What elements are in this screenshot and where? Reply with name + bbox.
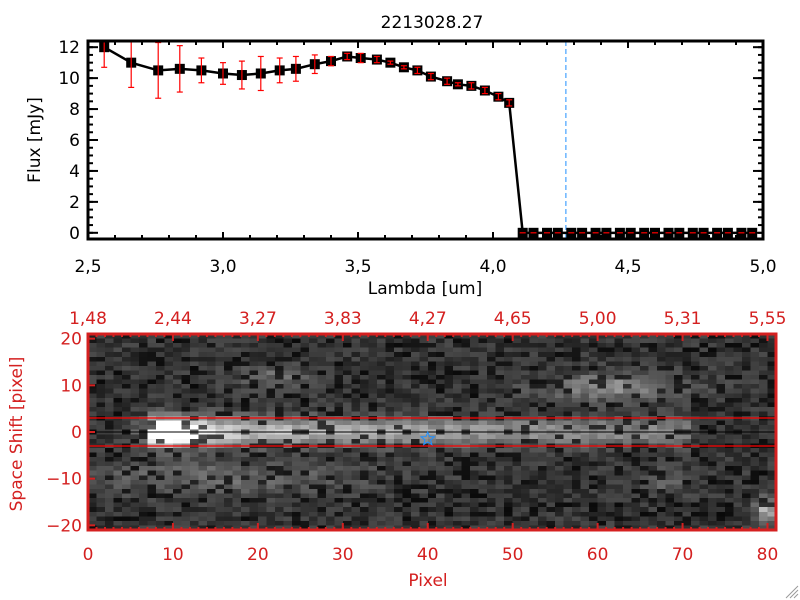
top-x-tick-label: 3,83 bbox=[324, 309, 362, 329]
x-axis-label: Lambda [um] bbox=[368, 279, 482, 299]
x-tick-label: 40 bbox=[417, 545, 439, 565]
chart-title: 2213028.27 bbox=[381, 13, 484, 33]
x-tick-label: 3,0 bbox=[209, 257, 236, 277]
top-x-tick-label: 4,27 bbox=[409, 309, 447, 329]
top-x-tick-label: 5,00 bbox=[579, 309, 617, 329]
x-tick-label: 4,0 bbox=[479, 257, 506, 277]
plot-frame bbox=[86, 39, 765, 241]
y-tick-label: 6 bbox=[69, 131, 80, 151]
top-x-tick-label: 4,65 bbox=[494, 309, 532, 329]
top-x-tick-label: 2,44 bbox=[154, 309, 192, 329]
x-tick-label: 70 bbox=[672, 545, 694, 565]
x-tick-label: 10 bbox=[162, 545, 184, 565]
top-x-tick-label: 3,27 bbox=[239, 309, 277, 329]
top-x-tick-label: 5,55 bbox=[749, 309, 787, 329]
x-tick-label: 0 bbox=[83, 545, 94, 565]
x-tick-label: 2,5 bbox=[74, 257, 101, 277]
x-tick-label: 60 bbox=[587, 545, 609, 565]
resize-grip-icon[interactable] bbox=[785, 585, 799, 599]
star-marker-icon bbox=[419, 430, 436, 446]
x-tick-label: 80 bbox=[757, 545, 779, 565]
x-tick-label: 5,0 bbox=[749, 257, 776, 277]
top-x-tick-label: 5,31 bbox=[664, 309, 702, 329]
y-tick-label: −20 bbox=[46, 516, 82, 536]
y-axis-label: Flux [mJy] bbox=[25, 97, 45, 183]
top-x-tick-label: 1,48 bbox=[69, 309, 107, 329]
y-tick-label: 0 bbox=[71, 423, 82, 443]
x-tick-label: 30 bbox=[332, 545, 354, 565]
x-tick-label: 20 bbox=[247, 545, 269, 565]
y-tick-label: −10 bbox=[46, 470, 82, 490]
x-tick-label: 50 bbox=[502, 545, 524, 565]
heatmap-x-axis-label: Pixel bbox=[408, 571, 447, 591]
y-tick-label: 10 bbox=[58, 69, 80, 89]
y-tick-label: 10 bbox=[60, 376, 82, 396]
y-tick-label: 0 bbox=[69, 224, 80, 244]
y-tick-label: 2 bbox=[69, 193, 80, 213]
x-tick-label: 4,5 bbox=[614, 257, 641, 277]
heatmap-y-axis-label: Space Shift [pixel] bbox=[7, 357, 27, 512]
y-tick-label: 12 bbox=[58, 38, 80, 58]
heatmap-frame bbox=[86, 332, 778, 532]
y-tick-label: 8 bbox=[69, 100, 80, 120]
y-tick-label: 20 bbox=[60, 330, 82, 350]
y-tick-label: 4 bbox=[69, 162, 80, 182]
x-tick-label: 3,5 bbox=[344, 257, 371, 277]
